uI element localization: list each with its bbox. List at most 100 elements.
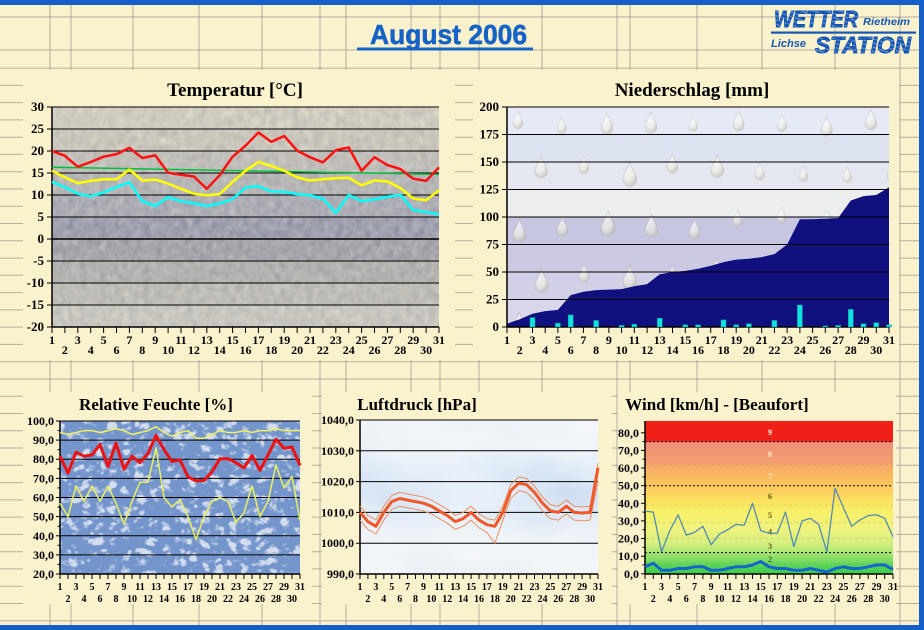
svg-text:21: 21 xyxy=(805,582,815,593)
svg-text:23: 23 xyxy=(530,582,540,593)
svg-text:25: 25 xyxy=(545,582,555,593)
svg-text:4: 4 xyxy=(82,594,87,605)
svg-text:50: 50 xyxy=(486,264,499,279)
svg-text:10,0: 10,0 xyxy=(618,549,639,563)
svg-text:13: 13 xyxy=(151,582,161,593)
svg-text:9: 9 xyxy=(606,333,612,347)
svg-text:125: 125 xyxy=(480,182,500,197)
svg-text:2: 2 xyxy=(365,594,370,605)
svg-text:6: 6 xyxy=(114,343,120,357)
svg-text:27: 27 xyxy=(381,333,393,347)
svg-text:23: 23 xyxy=(231,582,241,593)
svg-text:STATION: STATION xyxy=(815,32,911,58)
svg-text:29: 29 xyxy=(407,333,419,347)
svg-text:80,0: 80,0 xyxy=(33,452,54,466)
svg-text:200: 200 xyxy=(480,99,500,114)
svg-text:24: 24 xyxy=(239,594,249,605)
svg-text:17: 17 xyxy=(183,582,193,593)
svg-text:17: 17 xyxy=(252,333,264,347)
svg-text:8: 8 xyxy=(139,343,145,357)
svg-text:4: 4 xyxy=(768,527,773,537)
svg-text:50,0: 50,0 xyxy=(618,479,639,493)
svg-text:-5: -5 xyxy=(33,253,44,268)
svg-text:1: 1 xyxy=(58,582,63,593)
svg-text:11: 11 xyxy=(135,582,144,593)
svg-text:10: 10 xyxy=(162,343,174,357)
svg-text:23: 23 xyxy=(330,333,342,347)
svg-text:13: 13 xyxy=(450,582,460,593)
svg-text:1030,0: 1030,0 xyxy=(321,444,354,458)
svg-text:28: 28 xyxy=(845,343,857,357)
svg-text:1: 1 xyxy=(358,582,363,593)
svg-text:1: 1 xyxy=(49,333,55,347)
svg-text:Lichse: Lichse xyxy=(771,38,806,50)
svg-text:19: 19 xyxy=(789,582,799,593)
svg-text:1: 1 xyxy=(643,582,648,593)
svg-text:26: 26 xyxy=(553,594,563,605)
svg-text:26: 26 xyxy=(847,594,857,605)
svg-text:WETTER: WETTER xyxy=(774,6,858,32)
svg-text:16: 16 xyxy=(175,594,185,605)
svg-text:25: 25 xyxy=(486,292,500,307)
svg-text:26: 26 xyxy=(369,343,381,357)
svg-text:29: 29 xyxy=(577,582,587,593)
svg-text:22: 22 xyxy=(768,343,780,357)
svg-text:60,0: 60,0 xyxy=(618,461,639,475)
svg-text:15: 15 xyxy=(167,582,177,593)
svg-text:23: 23 xyxy=(781,333,793,347)
svg-text:15: 15 xyxy=(227,333,239,347)
svg-text:27: 27 xyxy=(561,582,571,593)
svg-text:7: 7 xyxy=(106,582,111,593)
svg-text:2: 2 xyxy=(62,343,68,357)
svg-text:5: 5 xyxy=(389,582,394,593)
svg-text:31: 31 xyxy=(295,582,305,593)
svg-text:Luftdruck [hPa]: Luftdruck [hPa] xyxy=(357,395,476,414)
svg-text:8: 8 xyxy=(593,343,599,357)
svg-text:25: 25 xyxy=(247,582,257,593)
svg-text:Relative Feuchte [%]: Relative Feuchte [%] xyxy=(79,395,233,414)
svg-text:11: 11 xyxy=(723,582,732,593)
svg-text:10: 10 xyxy=(616,343,628,357)
svg-text:1000,0: 1000,0 xyxy=(321,536,354,550)
svg-text:8: 8 xyxy=(768,449,772,459)
svg-text:0,0: 0,0 xyxy=(624,567,639,581)
svg-text:5: 5 xyxy=(555,333,561,347)
svg-text:40,0: 40,0 xyxy=(33,529,54,543)
svg-text:7: 7 xyxy=(126,333,132,347)
svg-text:19: 19 xyxy=(730,333,742,347)
svg-text:5: 5 xyxy=(90,582,95,593)
svg-text:25: 25 xyxy=(31,121,45,136)
svg-text:Rietheim: Rietheim xyxy=(863,17,910,28)
svg-text:16: 16 xyxy=(692,343,704,357)
svg-text:29: 29 xyxy=(279,582,289,593)
svg-text:23: 23 xyxy=(822,582,832,593)
svg-text:3: 3 xyxy=(75,333,81,347)
svg-text:30: 30 xyxy=(31,99,44,114)
svg-text:16: 16 xyxy=(764,594,774,605)
svg-text:Wind [km/h] - [Beaufort]: Wind [km/h] - [Beaufort] xyxy=(625,395,808,414)
svg-text:22: 22 xyxy=(223,594,233,605)
svg-text:18: 18 xyxy=(490,594,500,605)
svg-text:10: 10 xyxy=(426,594,436,605)
svg-text:3: 3 xyxy=(74,582,79,593)
svg-text:18: 18 xyxy=(265,343,277,357)
svg-text:20: 20 xyxy=(743,343,755,357)
svg-text:7: 7 xyxy=(692,582,697,593)
svg-text:15: 15 xyxy=(756,582,766,593)
svg-text:20: 20 xyxy=(31,143,44,158)
svg-text:25: 25 xyxy=(838,582,848,593)
svg-text:7: 7 xyxy=(405,582,410,593)
svg-text:1010,0: 1010,0 xyxy=(321,505,354,519)
svg-text:26: 26 xyxy=(255,594,265,605)
svg-text:15: 15 xyxy=(679,333,691,347)
svg-text:30: 30 xyxy=(870,343,882,357)
svg-text:5: 5 xyxy=(101,333,107,347)
svg-text:2: 2 xyxy=(768,554,772,564)
svg-text:0: 0 xyxy=(493,319,500,334)
svg-text:8: 8 xyxy=(700,594,705,605)
svg-text:4: 4 xyxy=(381,594,386,605)
svg-text:18: 18 xyxy=(718,343,730,357)
svg-text:31: 31 xyxy=(883,333,895,347)
svg-text:16: 16 xyxy=(474,594,484,605)
svg-text:12: 12 xyxy=(143,594,153,605)
